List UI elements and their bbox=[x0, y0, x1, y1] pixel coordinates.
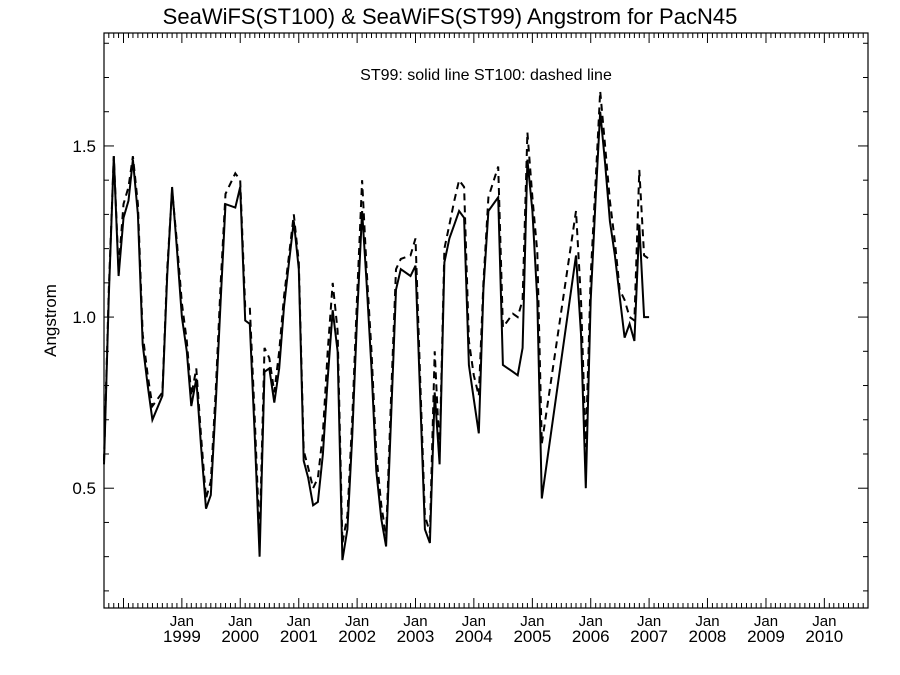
x-tick-label-month: Jan bbox=[287, 613, 311, 630]
x-tick-label-year: 2005 bbox=[513, 627, 551, 646]
x-tick-label-month: Jan bbox=[754, 613, 778, 630]
x-tick-label-month: Jan bbox=[520, 613, 544, 630]
x-tick-label-year: 2001 bbox=[280, 627, 318, 646]
x-tick-label-year: 2008 bbox=[689, 627, 727, 646]
plot-frame bbox=[103, 32, 869, 609]
x-tick-label-year: 2006 bbox=[572, 627, 610, 646]
x-tick-label-month: Jan bbox=[345, 613, 369, 630]
x-tick-label-month: Jan bbox=[812, 613, 836, 630]
x-tick-label-year: 2000 bbox=[221, 627, 259, 646]
y-axis-label: Angstrom bbox=[41, 284, 60, 357]
y-tick-label: 0.5 bbox=[72, 479, 96, 498]
series-line-st100 bbox=[103, 91, 650, 544]
x-tick-label-month: Jan bbox=[170, 613, 194, 630]
series-line-st99 bbox=[103, 111, 650, 561]
legend-annotation: ST99: solid line ST100: dashed line bbox=[360, 67, 612, 84]
x-tick-label-month: Jan bbox=[579, 613, 603, 630]
y-tick-label: 1.5 bbox=[72, 137, 96, 156]
chart-title: SeaWiFS(ST100) & SeaWiFS(ST99) Angstrom … bbox=[162, 4, 738, 29]
x-tick-label-year: 2003 bbox=[397, 627, 435, 646]
x-tick-label-month: Jan bbox=[637, 613, 661, 630]
x-tick-label-month: Jan bbox=[403, 613, 427, 630]
x-tick-label-month: Jan bbox=[695, 613, 719, 630]
x-tick-label-month: Jan bbox=[462, 613, 486, 630]
x-tick-label-month: Jan bbox=[228, 613, 252, 630]
x-tick-label-year: 2010 bbox=[805, 627, 843, 646]
x-tick-label-year: 2007 bbox=[630, 627, 668, 646]
x-tick-label-year: 2004 bbox=[455, 627, 493, 646]
x-tick-label-year: 2002 bbox=[338, 627, 376, 646]
x-tick-label-year: 2009 bbox=[747, 627, 785, 646]
y-tick-label: 1.0 bbox=[72, 308, 96, 327]
x-tick-label-year: 1999 bbox=[163, 627, 201, 646]
